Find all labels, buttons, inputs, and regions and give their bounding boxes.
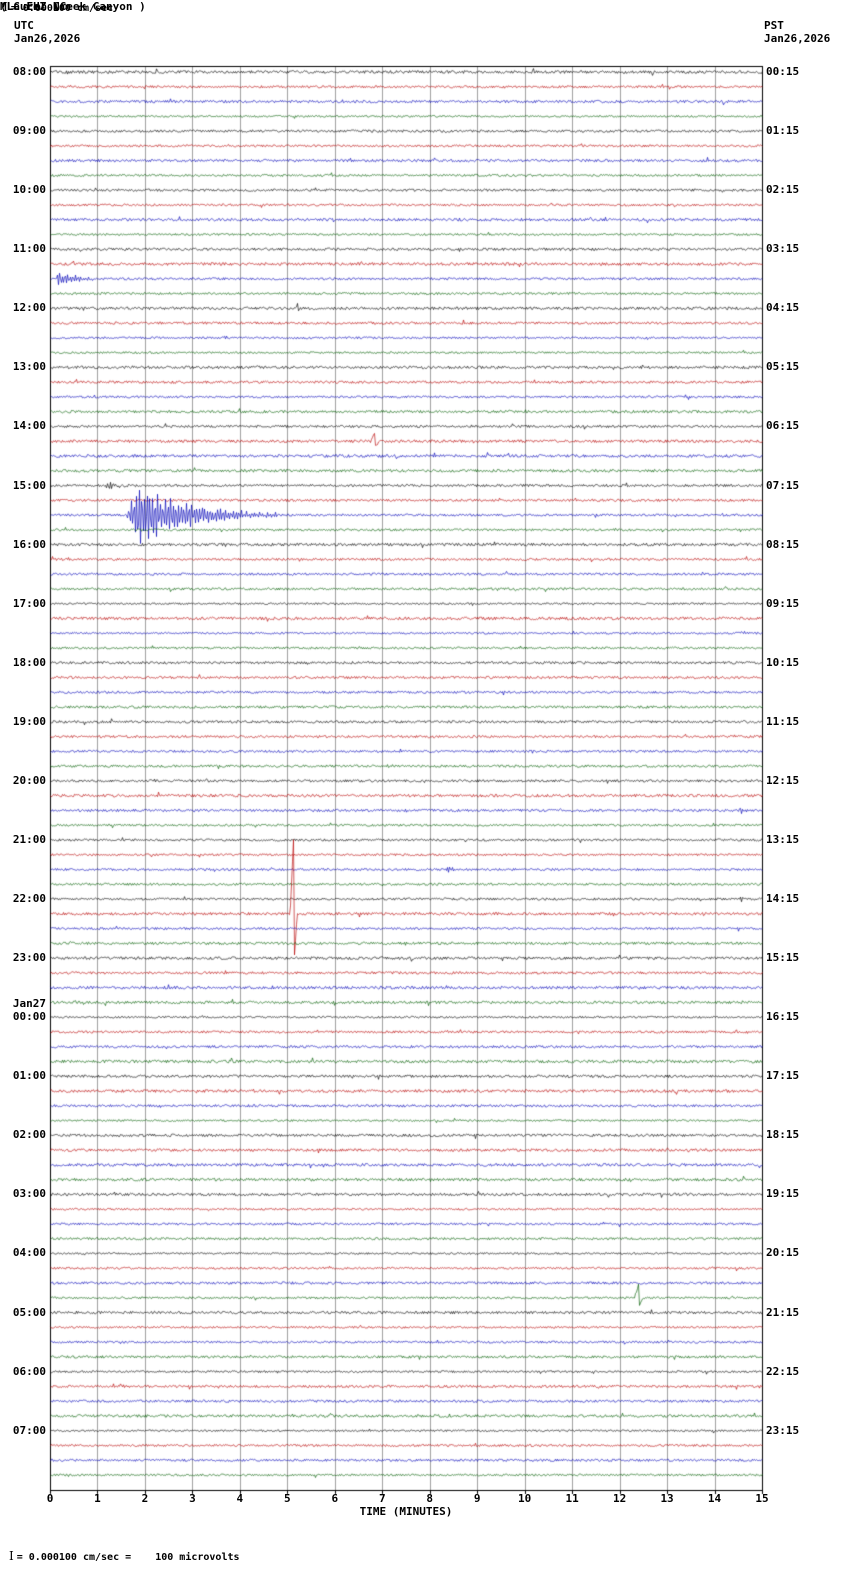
utc-hour-label: 17:00 bbox=[12, 596, 46, 610]
pst-hour-label: 20:15 bbox=[766, 1246, 800, 1260]
pst-hour-label: 17:15 bbox=[766, 1069, 800, 1083]
utc-hour-label: 08:00 bbox=[12, 65, 46, 78]
utc-hour-label: 14:00 bbox=[12, 419, 46, 433]
x-tick-label: 1 bbox=[94, 1492, 101, 1505]
utc-hour-label: 15:00 bbox=[12, 478, 46, 492]
x-tick-label: 3 bbox=[189, 1492, 196, 1505]
scale-legend-text: = 0.000100 cm/sec bbox=[10, 3, 114, 14]
pst-hour-label: 09:15 bbox=[766, 596, 800, 610]
utc-hour-label: 10:00 bbox=[12, 183, 46, 197]
scale-bar-icon: I bbox=[3, 0, 8, 14]
pst-hour-label: 08:15 bbox=[766, 537, 800, 551]
utc-hour-label: 00:00 bbox=[12, 1010, 46, 1024]
x-tick-label: 13 bbox=[660, 1492, 674, 1505]
utc-hour-label: 21:00 bbox=[12, 832, 46, 846]
pst-hour-label: 03:15 bbox=[766, 242, 800, 256]
x-tick-label: 5 bbox=[284, 1492, 291, 1505]
pst-hour-label: 06:15 bbox=[766, 419, 800, 433]
utc-hour-label: 19:00 bbox=[12, 714, 46, 728]
utc-hour-label: 07:00 bbox=[12, 1423, 46, 1437]
pst-hour-label: 13:15 bbox=[766, 832, 800, 846]
x-tick-label: 9 bbox=[473, 1492, 481, 1505]
x-tick-label: 4 bbox=[236, 1492, 244, 1505]
pst-hour-label: 02:15 bbox=[766, 183, 800, 197]
x-tick-label: 15 bbox=[755, 1492, 769, 1505]
utc-hour-label: 04:00 bbox=[12, 1246, 46, 1260]
utc-hour-label: 02:00 bbox=[12, 1128, 46, 1142]
utc-hour-label: 09:00 bbox=[12, 124, 46, 138]
pst-hour-label: 14:15 bbox=[766, 892, 800, 906]
utc-hour-label: 01:00 bbox=[12, 1069, 46, 1083]
right-date-label: Jan26,2026 bbox=[764, 32, 831, 45]
station-subtitle: (Laurel Creek Canyon ) bbox=[0, 0, 146, 13]
pst-hour-label: 05:15 bbox=[766, 360, 800, 374]
x-tick-label: 14 bbox=[707, 1492, 722, 1505]
pst-hour-label: 18:15 bbox=[766, 1128, 800, 1142]
left-date-label: Jan26,2026 bbox=[14, 32, 81, 45]
x-tick-label: 12 bbox=[612, 1492, 627, 1505]
pst-hour-label: 07:15 bbox=[766, 478, 800, 492]
utc-hour-label: 13:00 bbox=[12, 360, 46, 374]
pst-hour-label: 12:15 bbox=[766, 773, 800, 787]
pst-hour-label: 16:15 bbox=[766, 1010, 800, 1024]
x-tick-label: 8 bbox=[426, 1492, 434, 1505]
pst-hour-label: 11:15 bbox=[766, 714, 800, 728]
scale-legend: I = 0.000100 cm/sec bbox=[0, 0, 113, 14]
pst-hour-label: 10:15 bbox=[766, 655, 800, 669]
utc-hour-label: 03:00 bbox=[12, 1187, 46, 1201]
utc-hour-label: 22:00 bbox=[12, 892, 46, 906]
utc-hour-label: 11:00 bbox=[12, 242, 46, 256]
utc-hour-label: 16:00 bbox=[12, 537, 46, 551]
pst-hour-label: 01:15 bbox=[766, 124, 800, 138]
utc-hour-label: 23:00 bbox=[12, 951, 46, 965]
pst-hour-label: 15:15 bbox=[766, 951, 800, 965]
x-tick-label: 6 bbox=[331, 1492, 339, 1505]
pst-hour-label: 23:15 bbox=[766, 1423, 800, 1437]
right-timezone-label: PST bbox=[764, 19, 784, 32]
x-tick-label: 7 bbox=[378, 1492, 386, 1505]
x-tick-label: 0 bbox=[46, 1492, 54, 1505]
date-break-label: Jan27 bbox=[12, 997, 46, 1011]
footer-scale-note: I = 0.000100 cm/sec = 100 microvolts bbox=[6, 1549, 240, 1563]
utc-hour-label: 12:00 bbox=[12, 301, 46, 315]
pst-hour-label: 00:15 bbox=[766, 65, 800, 78]
x-tick-label: 10 bbox=[518, 1492, 532, 1505]
x-tick-label: 11 bbox=[565, 1492, 579, 1505]
utc-hour-label: 06:00 bbox=[12, 1364, 46, 1378]
left-timezone-label: UTC bbox=[14, 19, 34, 32]
x-tick-label: 2 bbox=[141, 1492, 149, 1505]
pst-hour-label: 19:15 bbox=[766, 1187, 800, 1201]
x-axis-title: TIME (MINUTES) bbox=[359, 1505, 453, 1518]
pst-hour-label: 04:15 bbox=[766, 301, 800, 315]
footer-scale-note-text: = 0.000100 cm/sec = 100 microvolts bbox=[16, 1552, 240, 1563]
utc-hour-label: 18:00 bbox=[12, 655, 46, 669]
pst-hour-label: 22:15 bbox=[766, 1364, 800, 1378]
station-title: MLC EHZ NC bbox=[0, 0, 67, 13]
utc-hour-label: 20:00 bbox=[12, 773, 46, 787]
utc-hour-label: 05:00 bbox=[12, 1305, 46, 1319]
footer-scale-bar-icon: I bbox=[9, 1549, 14, 1563]
pst-hour-label: 21:15 bbox=[766, 1305, 800, 1319]
